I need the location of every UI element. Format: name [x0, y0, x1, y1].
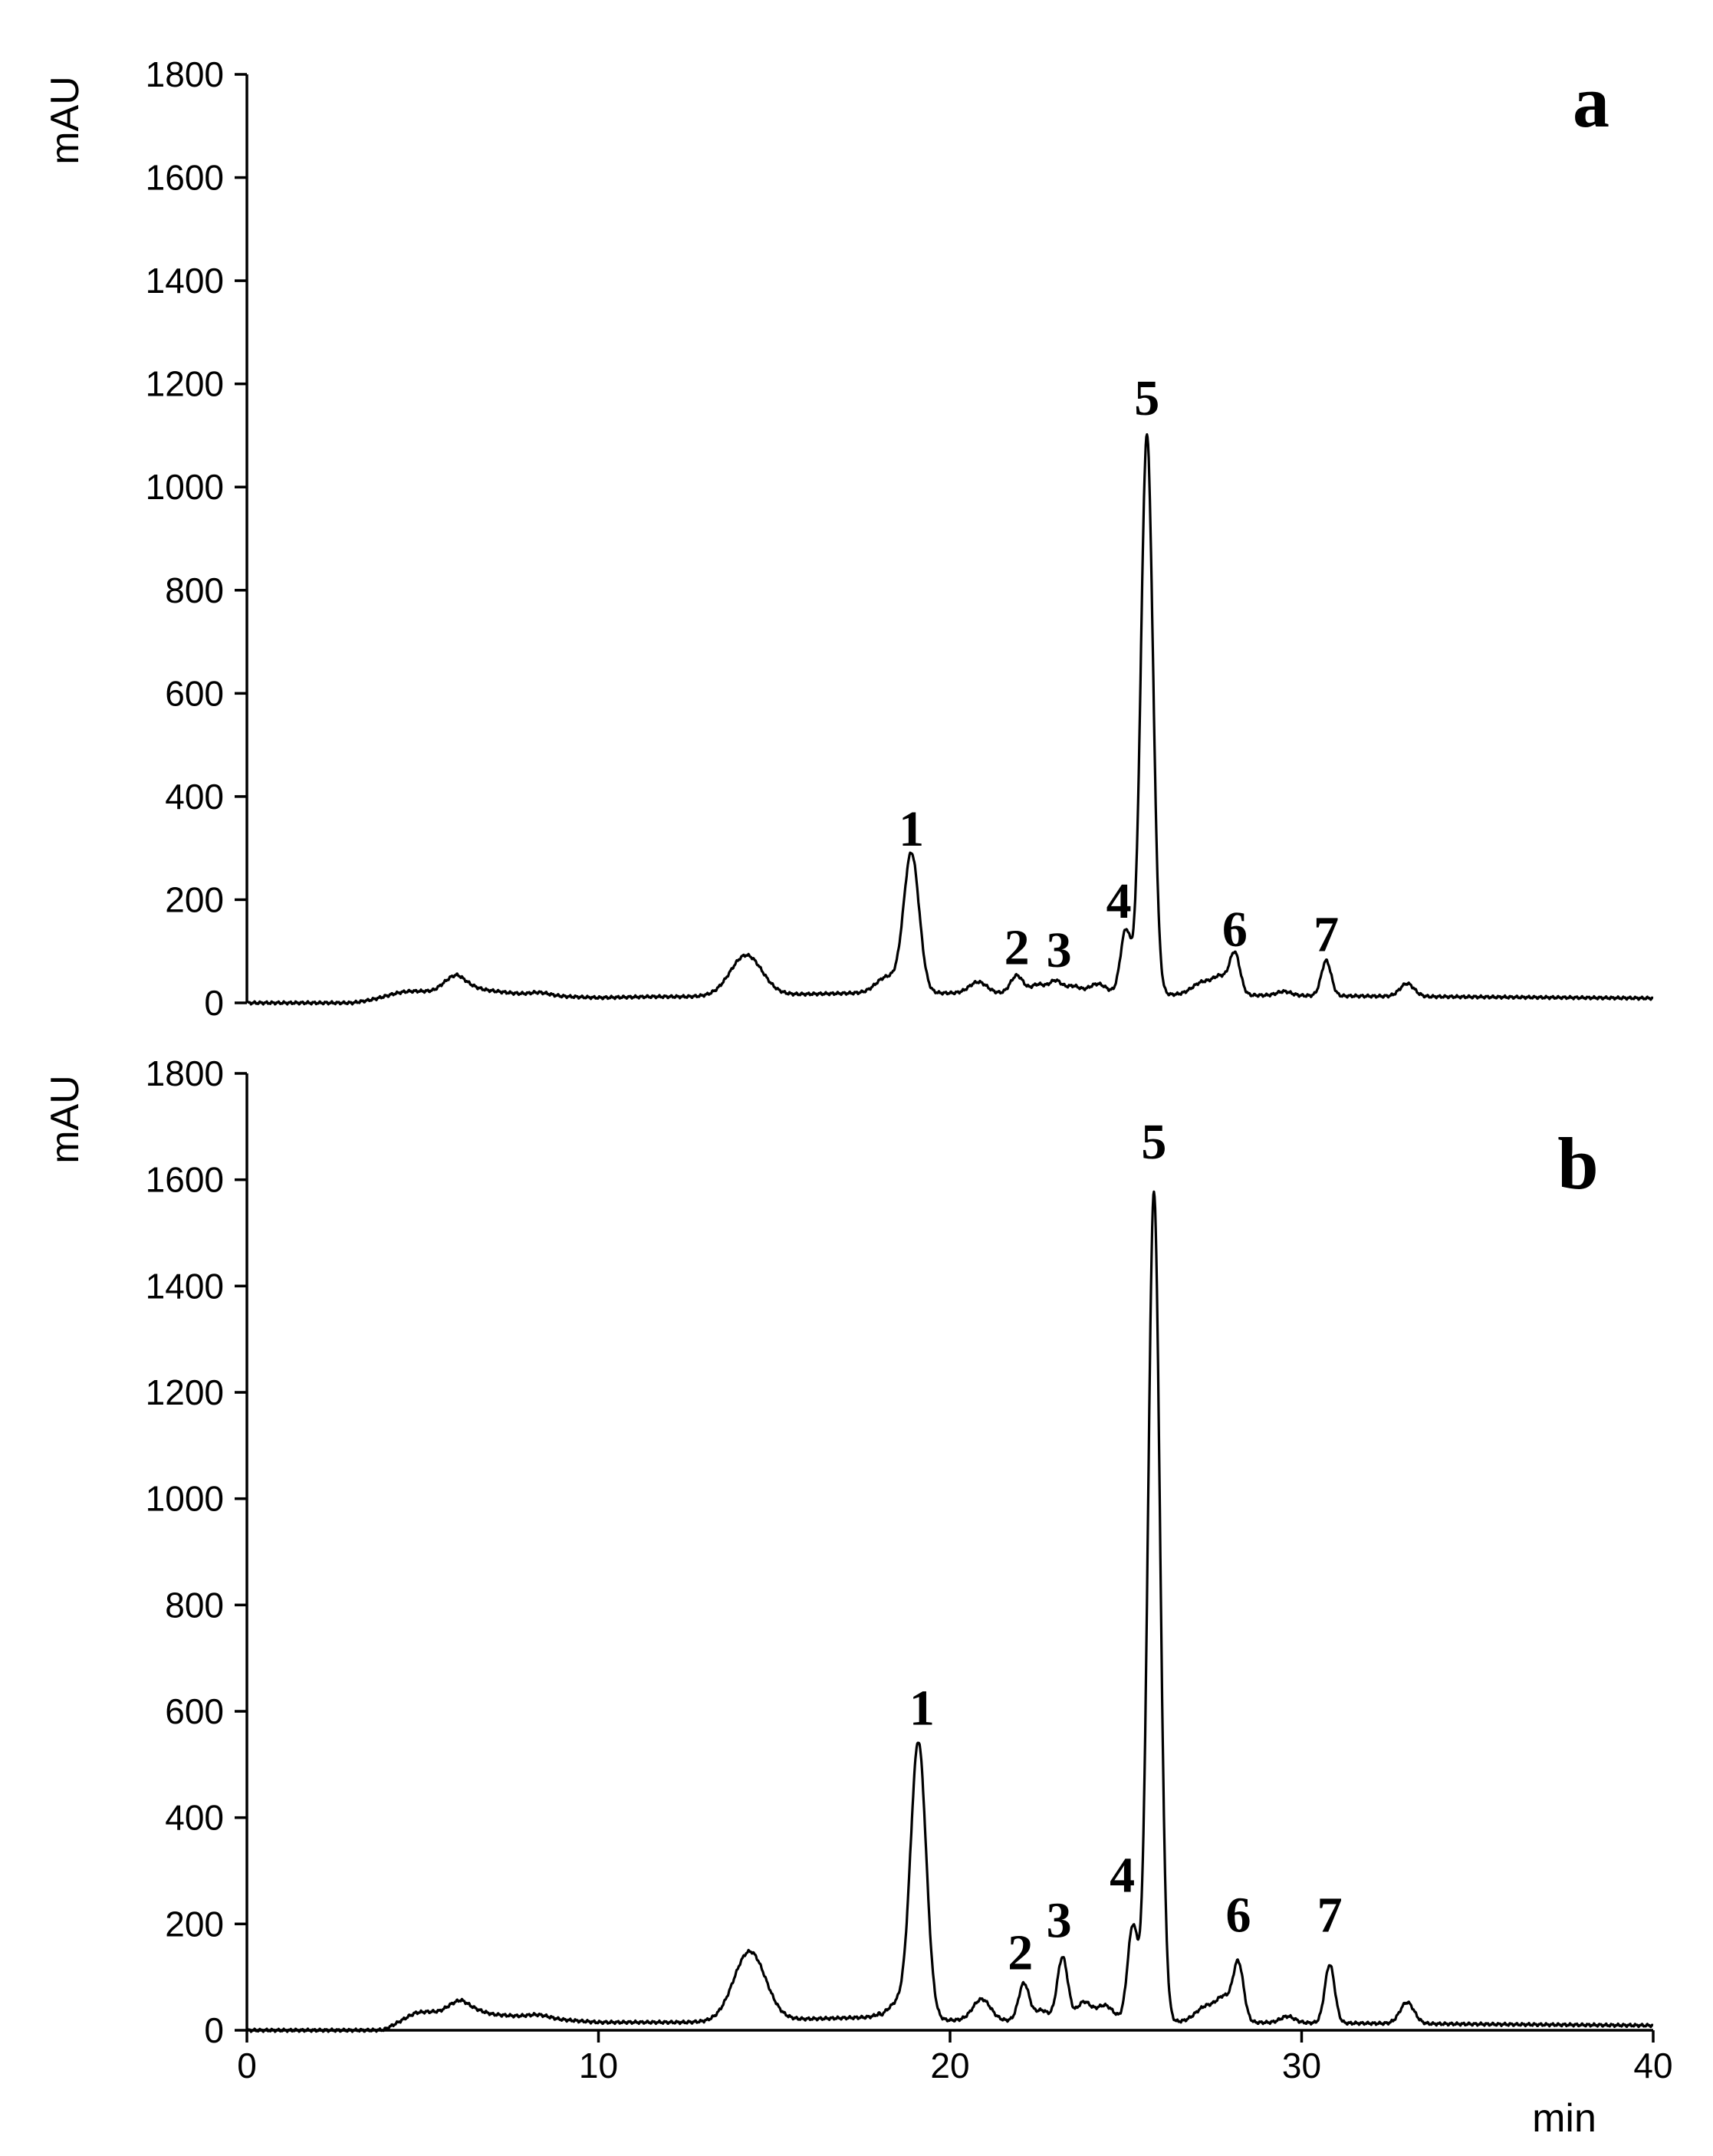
- peak-label: 5: [1141, 1114, 1166, 1170]
- peak-label: 2: [1008, 1924, 1033, 1980]
- y-tick-label: 1400: [146, 1266, 224, 1306]
- y-tick-label: 600: [165, 1691, 224, 1731]
- y-tick-label: 0: [204, 2010, 224, 2050]
- peak-label: 2: [1004, 920, 1030, 976]
- y-tick-label: 400: [165, 777, 224, 817]
- peak-label: 6: [1222, 902, 1248, 958]
- peak-label: 1: [899, 801, 924, 857]
- x-axis-label: min: [1532, 2096, 1596, 2141]
- chromatogram-trace: [245, 1190, 1654, 2033]
- y-tick-label: 200: [165, 1904, 224, 1944]
- y-tick-label: 1200: [146, 364, 224, 404]
- chromatogram-trace: [245, 433, 1654, 1006]
- chromatogram-panel-b: 0 200 400 600 800 1000 1200 1400 1600 1800 0 10 20 30…: [43, 1053, 1673, 2141]
- y-tick-label: 800: [165, 570, 224, 610]
- peak-label: 7: [1317, 1888, 1343, 1944]
- y-tick-label: 1800: [146, 54, 224, 94]
- y-tick-label: 1400: [146, 261, 224, 301]
- y-axis-label: mAU: [43, 76, 87, 165]
- chromatogram-panel-a: 0 200 400 600 800 1000 1200 1400 1600 1800 mAU a 1 2 3…: [43, 54, 1654, 1023]
- x-tick-label: 40: [1633, 2046, 1672, 2085]
- peak-label: 7: [1314, 907, 1339, 963]
- y-tick-label: 1600: [146, 1160, 224, 1200]
- y-axis-label: mAU: [43, 1075, 87, 1164]
- y-tick-label: 600: [165, 673, 224, 713]
- x-tick-label: 20: [930, 2046, 969, 2085]
- peak-label: 5: [1134, 370, 1159, 426]
- y-tick-label: 800: [165, 1585, 224, 1625]
- peak-label: 4: [1110, 1848, 1135, 1904]
- peak-label: 1: [909, 1680, 935, 1736]
- peak-label: 4: [1106, 873, 1132, 929]
- y-tick-label: 0: [204, 983, 224, 1023]
- x-tick-label: 0: [237, 2046, 257, 2085]
- peak-label: 3: [1047, 922, 1072, 978]
- y-tick-label: 200: [165, 879, 224, 919]
- y-tick-label: 1800: [146, 1053, 224, 1093]
- panel-letter: a: [1573, 61, 1609, 143]
- peak-label: 6: [1225, 1888, 1251, 1944]
- y-tick-label: 1000: [146, 467, 224, 507]
- y-tick-label: 1000: [146, 1479, 224, 1519]
- peak-label: 3: [1047, 1893, 1072, 1949]
- x-tick-label: 10: [579, 2046, 618, 2085]
- y-tick-label: 400: [165, 1798, 224, 1838]
- x-tick-label: 30: [1282, 2046, 1321, 2085]
- panel-letter: b: [1557, 1122, 1598, 1205]
- y-tick-label: 1600: [146, 158, 224, 198]
- y-tick-label: 1200: [146, 1372, 224, 1412]
